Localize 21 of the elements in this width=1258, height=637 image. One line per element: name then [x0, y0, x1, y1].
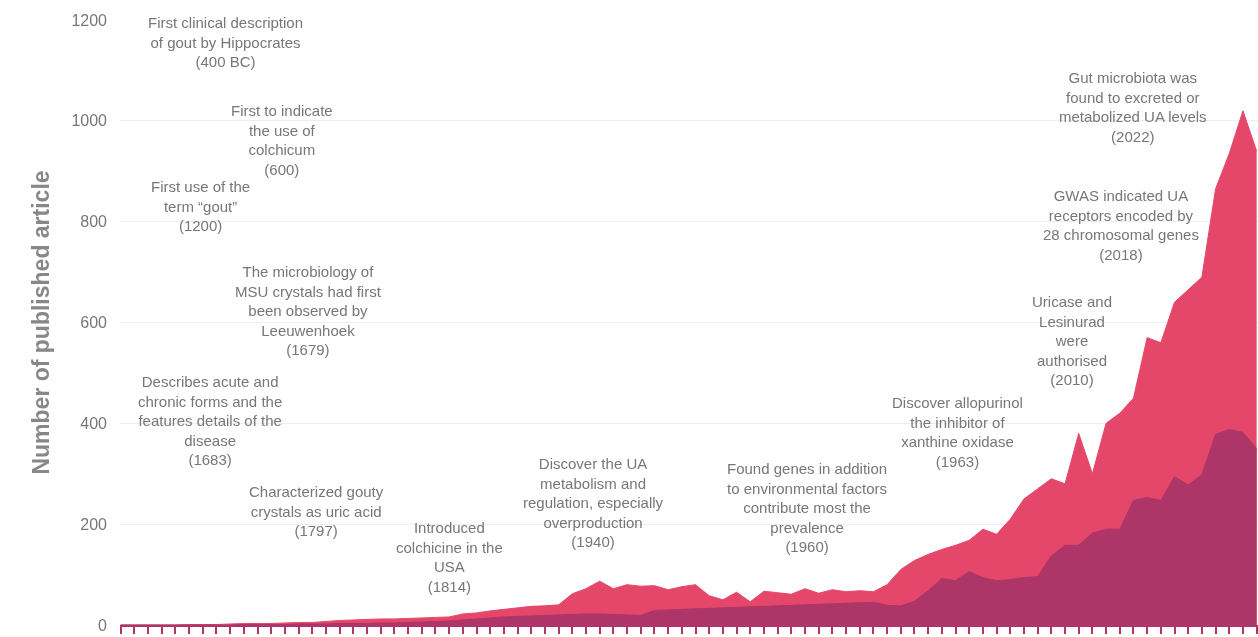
annotation: Characterized gouty crystals as uric acid (1797) — [249, 483, 384, 539]
annotation: The microbiology of MSU crystals had first been observed by Leeuwenhoek (1679) — [235, 263, 382, 358]
annotation: Introduced colchicine in the USA (1814) — [396, 519, 503, 595]
annotation: First clinical description of gout by Hippocrates (400 BC) — [148, 14, 304, 70]
annotation: Describes acute and chronic forms and the features details of the disease (1683) — [138, 373, 283, 468]
y-tick-label: 1000 — [71, 112, 108, 130]
annotation: Found genes in addition to environmental factors contribute most the prevalence (1960) — [727, 460, 888, 555]
annotation: First to indicate the use of colchicum (600) — [231, 102, 333, 178]
annotation: Discover allopurinol the inhibitor of xanthine oxidase (1963) — [892, 394, 1023, 470]
y-tick-label: 600 — [80, 314, 108, 332]
annotation: Gut microbiota was found to excreted or metabolized UA levels (2022) — [1059, 69, 1207, 145]
annotation: Discover the UA metabolism and regulation, especially overproduction (1940) — [523, 455, 664, 550]
annotation: GWAS indicated UA receptors encoded by 28 chromosomal genes (2018) — [1043, 187, 1199, 263]
y-tick-label: 200 — [80, 515, 108, 533]
y-axis-title: Number of published article — [27, 170, 54, 475]
annotation: Uricase and Lesinurad were authorised (2010) — [1032, 293, 1113, 388]
y-tick-label: 0 — [98, 616, 108, 634]
y-tick-label: 800 — [80, 213, 108, 231]
y-tick-label: 400 — [80, 414, 108, 432]
annotation: First use of the term “gout” (1200) — [151, 178, 251, 234]
y-tick-label: 1200 — [71, 11, 108, 29]
